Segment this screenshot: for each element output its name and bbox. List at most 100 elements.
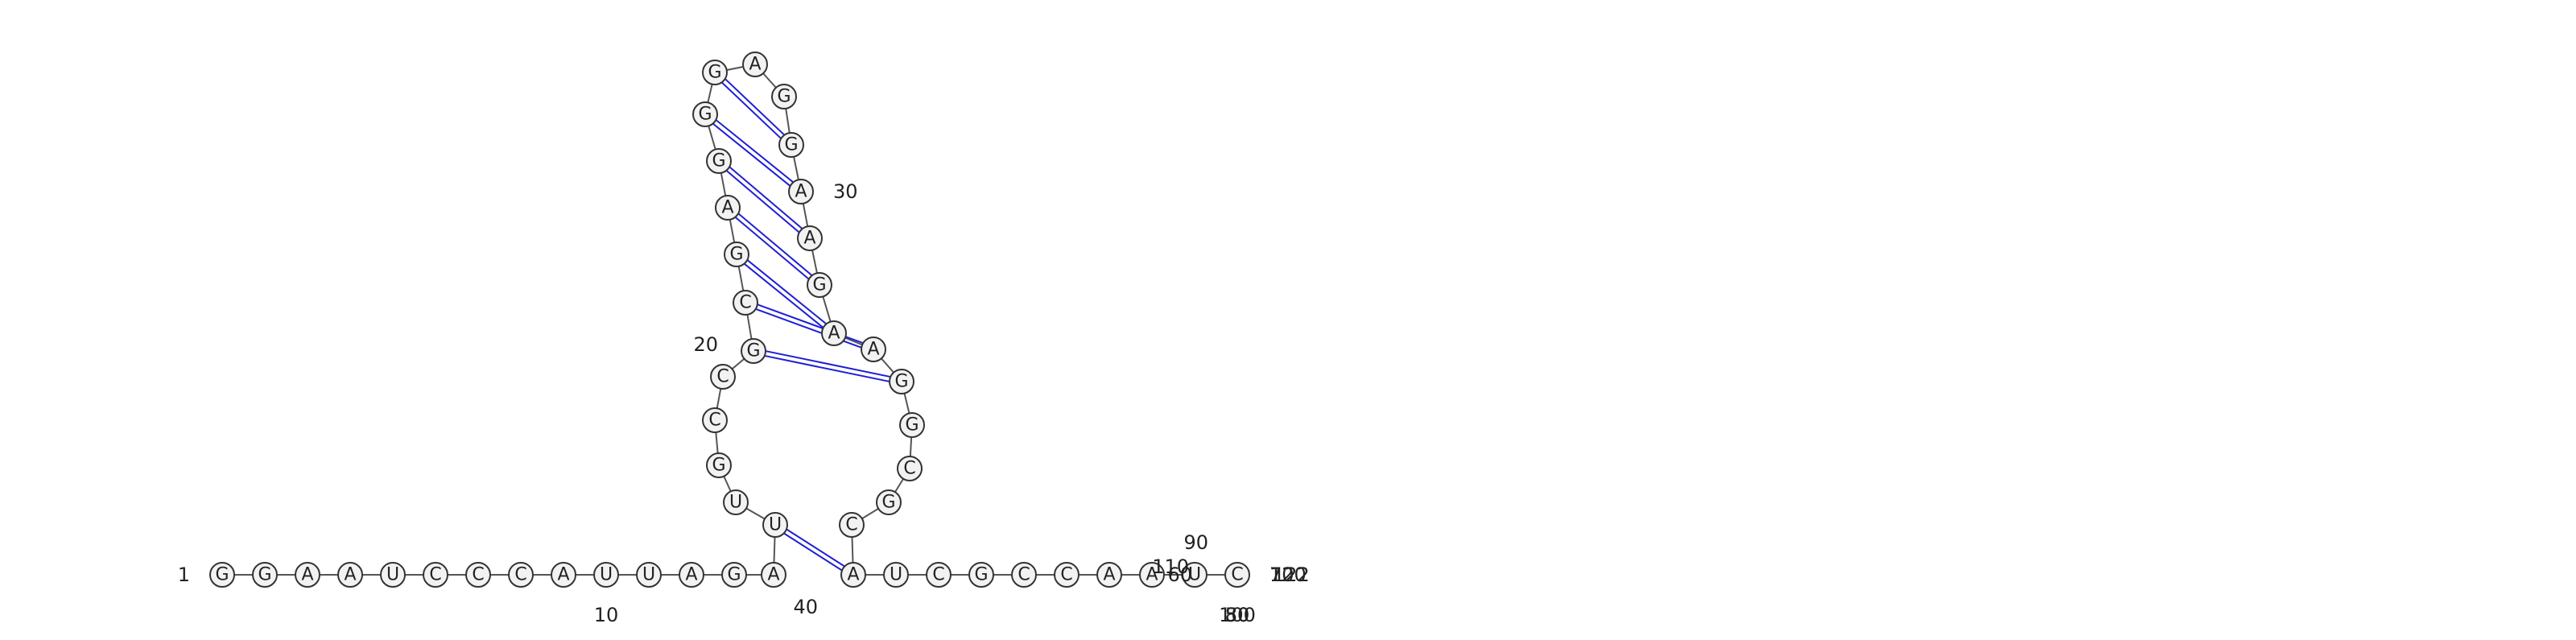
base-pair-bond (773, 526, 852, 578)
position-label: 40 (793, 596, 818, 618)
nucleotide-circle (702, 407, 728, 433)
nucleotide-letter: G (777, 87, 791, 107)
nucleotide-letter: A (685, 565, 697, 585)
position-label: 90 (1183, 531, 1208, 554)
nucleotide-9: A (551, 562, 576, 588)
nucleotide-circle (679, 562, 704, 588)
nucleotide-32: G (807, 272, 832, 298)
nucleotide-circle (1011, 562, 1037, 588)
nucleotide-15: U (762, 512, 788, 538)
nucleotide-26: G (702, 60, 728, 85)
nucleotide-5: U (380, 562, 406, 588)
nucleotide-33: A (821, 320, 847, 346)
nucleotide-circle (861, 337, 886, 362)
nucleotide-circle (551, 562, 576, 588)
nucleotide-letter: A (803, 229, 815, 249)
nucleotide-letter: G (974, 565, 988, 585)
nucleotide-letter: A (721, 198, 733, 218)
nucleotide-letter: U (769, 515, 782, 535)
nucleotide-circle (876, 489, 902, 515)
nucleotide-circle (692, 101, 718, 127)
nucleotide-25: G (692, 101, 718, 127)
nucleotide-47: A (1139, 562, 1165, 588)
base-pair-bond (729, 204, 822, 284)
nucleotide-circle (762, 512, 788, 538)
position-label: 30 (833, 180, 858, 203)
nucleotide-letter: C (429, 565, 441, 585)
nucleotide-49: C (1224, 562, 1250, 588)
nucleotide-letter: C (708, 411, 720, 431)
nucleotide-letter: C (903, 459, 915, 479)
nucleotide-27: A (742, 52, 768, 77)
nucleotide-letter: C (739, 293, 751, 313)
nucleotide-7: C (465, 562, 491, 588)
nucleotide-circle (337, 562, 363, 588)
nucleotide-14: A (761, 562, 786, 588)
nucleotide-22: G (724, 242, 749, 267)
nucleotide-16: U (723, 489, 749, 515)
nucleotide-19: C (710, 364, 736, 390)
nucleotide-circle (1224, 562, 1250, 588)
nucleotide-letter: C (845, 515, 857, 535)
nucleotide-circle (380, 562, 406, 588)
nucleotide-letter: G (881, 493, 895, 513)
nucleotide-circle (702, 60, 728, 85)
nucleotide-21: C (733, 290, 758, 316)
position-label: 50 (1225, 604, 1250, 626)
base-pair-bond (753, 348, 902, 381)
nucleotide-letter: A (557, 565, 569, 585)
nucleotide-30: A (788, 179, 814, 204)
nucleotide-17: G (706, 452, 732, 478)
nucleotide-letter: U (890, 565, 902, 585)
nucleotide-20: G (741, 338, 766, 364)
nucleotide-circle (636, 562, 662, 588)
nucleotide-circle (593, 562, 619, 588)
nucleotide-23: A (715, 195, 741, 221)
base-pair-bond (745, 299, 875, 349)
nucleotide-24: G (706, 148, 732, 174)
nucleotide-letter: G (905, 415, 919, 436)
nucleotide-40: A (840, 562, 866, 588)
base-pair-bond (776, 522, 856, 574)
nucleotide-6: C (423, 562, 448, 588)
nucleotide-11: U (636, 562, 662, 588)
nucleotide-48: U (1182, 562, 1208, 588)
nucleotide-circle (710, 364, 736, 390)
nucleotide-circle (209, 562, 235, 588)
nucleotide-44: C (1011, 562, 1037, 588)
nucleotide-4: A (337, 562, 363, 588)
nucleotide-letter: U (729, 493, 742, 513)
nucleotide-letter: A (795, 182, 807, 202)
base-pair-bond (703, 115, 800, 195)
nucleotide-letter: G (712, 151, 725, 171)
nucleotide-12: A (679, 562, 704, 588)
nucleotide-circle (295, 562, 320, 588)
position-label: 70 (1269, 564, 1294, 586)
nucleotide-letter: G (894, 372, 908, 392)
nucleotide-circle (889, 369, 914, 394)
nucleotide-letter: G (784, 135, 798, 155)
base-pair-bond (716, 162, 809, 242)
nucleotide-letter: U (1188, 565, 1201, 585)
nucleotide-letter: C (472, 565, 484, 585)
nucleotide-circle (742, 52, 768, 77)
nucleotide-circle (423, 562, 448, 588)
nucleotide-circle (1054, 562, 1080, 588)
base-pair-bond (734, 255, 833, 337)
nucleotide-circle (807, 272, 832, 298)
nucleotide-letter: A (344, 565, 356, 585)
base-pair-bond (716, 70, 794, 144)
nucleotide-circle (1139, 562, 1165, 588)
nucleotide-45: C (1054, 562, 1080, 588)
nucleotide-37: C (897, 456, 923, 481)
nucleotide-8: C (508, 562, 534, 588)
nucleotide-letter: C (1060, 565, 1072, 585)
position-label: 20 (693, 333, 718, 356)
nucleotide-letter: C (932, 565, 944, 585)
nucleotide-circle (741, 338, 766, 364)
nucleotide-letter: G (258, 565, 271, 585)
base-pair-bond (753, 352, 902, 385)
nucleotide-46: A (1096, 562, 1122, 588)
